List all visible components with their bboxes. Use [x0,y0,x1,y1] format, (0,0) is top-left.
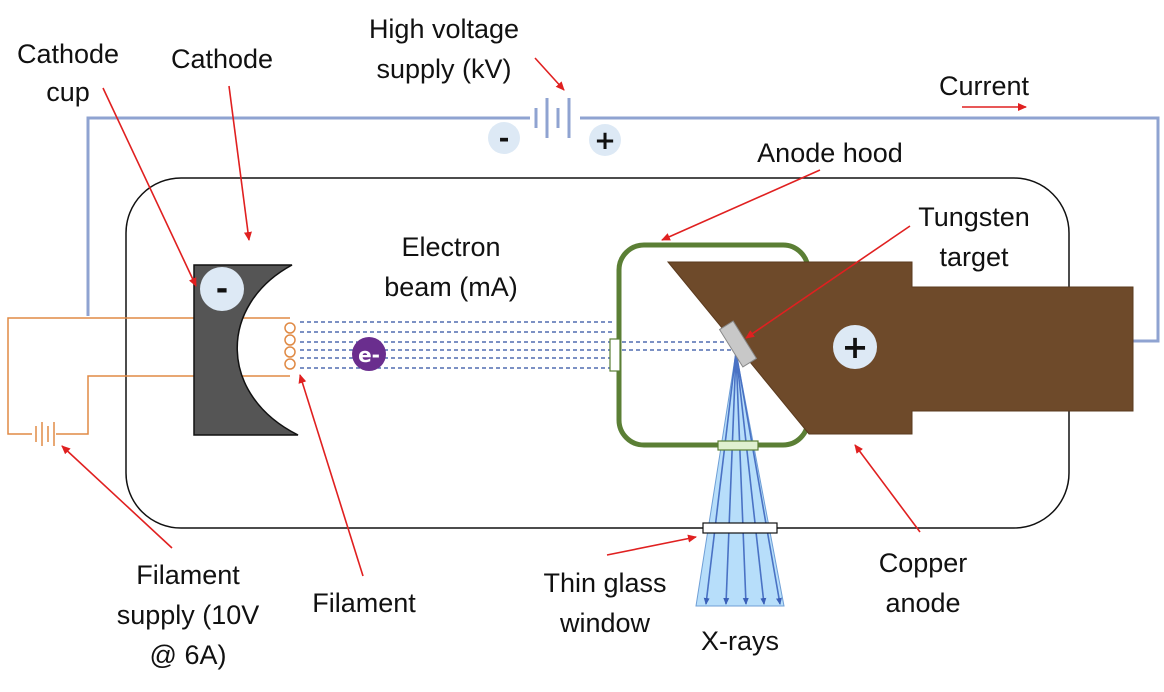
hv-negative-sign: - [499,124,510,154]
electron-symbol: e- [358,343,380,367]
high-voltage-battery-icon [534,98,571,138]
hood-window-bottom [717,440,759,451]
svg-text:Filament: Filament [136,560,240,590]
hv-positive-terminal: + [589,124,621,156]
anode-charge: + [833,325,877,369]
label-x-rays: X-rays [701,626,779,656]
svg-text:anode: anode [885,588,960,618]
label-electron-beam: Electron beam (mA) [384,232,518,302]
high-voltage-circuit [86,116,1160,343]
tungsten-target [718,320,758,368]
svg-text:supply (kV): supply (kV) [376,54,511,84]
hv-negative-terminal: - [488,122,520,154]
filament-circuit [7,317,290,446]
hv-positive-sign: + [594,126,616,156]
svg-text:Cathode: Cathode [17,39,119,69]
label-cathode-cup: Cathode cup [17,39,119,107]
svg-text:High voltage: High voltage [369,14,519,44]
label-cathode: Cathode [171,44,273,74]
svg-text:window: window [559,608,651,638]
hood-window-left [609,338,621,372]
label-thin-glass-window: Thin glass window [543,568,666,638]
svg-text:@ 6A): @ 6A) [150,640,227,670]
x-ray-lines [703,351,782,605]
svg-text:supply (10V: supply (10V [117,600,260,630]
label-current: Current [939,71,1030,101]
svg-text:Copper: Copper [879,548,968,578]
copper-anode [666,261,1134,435]
x-ray-cone [695,351,785,607]
cathode-negative-sign: - [216,272,228,307]
label-filament-supply: Filament supply (10V @ 6A) [117,560,260,670]
svg-text:beam (mA): beam (mA) [384,272,518,302]
pointer-arrows [61,57,1027,577]
cathode-charge: - [200,267,244,311]
filament-coil-icon [284,322,296,370]
label-high-voltage: High voltage supply (kV) [369,14,519,84]
svg-text:Electron: Electron [401,232,500,262]
anode-positive-sign: + [842,328,869,366]
thin-glass-window [702,522,778,534]
label-filament: Filament [312,588,416,618]
label-tungsten-target: Tungsten target [918,202,1030,272]
svg-text:target: target [939,242,1009,272]
electron-particle: e- [352,337,386,371]
svg-text:Thin glass: Thin glass [543,568,666,598]
svg-text:cup: cup [46,77,90,107]
svg-text:Tungsten: Tungsten [918,202,1030,232]
label-anode-hood: Anode hood [757,138,903,168]
label-copper-anode: Copper anode [879,548,968,618]
